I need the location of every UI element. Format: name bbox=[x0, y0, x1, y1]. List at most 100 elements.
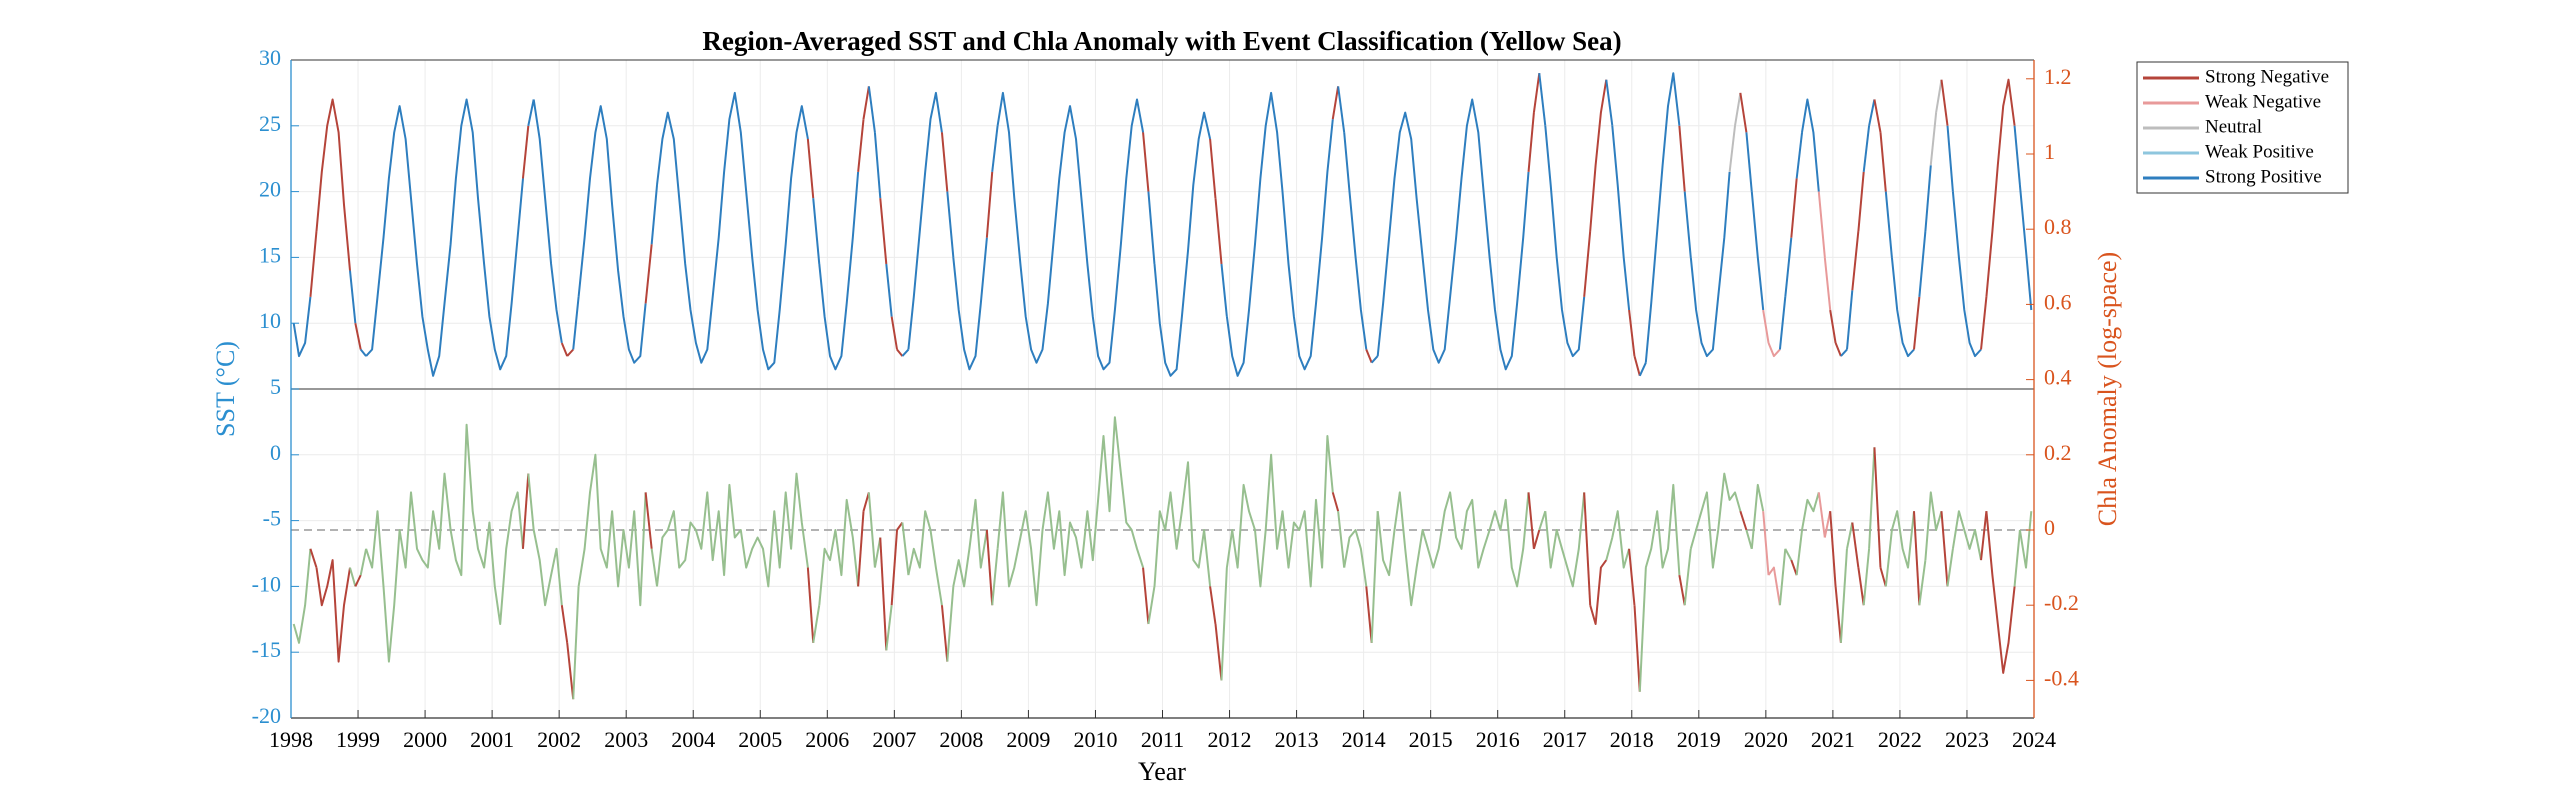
axes: 1998 1999 2000 2001 2002 2003 2004 2005 2006 2007… bbox=[252, 45, 2079, 752]
series-line bbox=[1376, 98, 1530, 371]
line-connector bbox=[1817, 191, 1826, 258]
x-tick-label: 2015 bbox=[1409, 727, 1453, 752]
series-line bbox=[1935, 79, 1943, 113]
x-tick-label: 2006 bbox=[805, 727, 849, 752]
line-connector bbox=[1817, 492, 1826, 538]
line-connector bbox=[1147, 586, 1156, 625]
series-line bbox=[818, 171, 860, 371]
series-line bbox=[1924, 165, 1932, 232]
series-line bbox=[1879, 132, 1887, 192]
line-connector bbox=[1209, 138, 1217, 199]
x-tick-label: 2016 bbox=[1476, 727, 1520, 752]
y-axis-label: SST (°C) bbox=[211, 341, 240, 437]
line-connector bbox=[1370, 355, 1379, 364]
line-connector bbox=[309, 548, 318, 568]
x-tick-label: 2014 bbox=[1342, 727, 1386, 752]
series-line bbox=[1611, 125, 1631, 311]
series-line bbox=[1801, 492, 1820, 531]
line-connector bbox=[1605, 537, 1614, 561]
series-line bbox=[292, 548, 312, 644]
series-line bbox=[1846, 290, 1854, 350]
line-connector bbox=[940, 605, 949, 662]
plot-area bbox=[292, 72, 2033, 700]
series-line bbox=[315, 98, 351, 271]
line-connector bbox=[1583, 492, 1592, 606]
series-line bbox=[1784, 237, 1793, 298]
series-line bbox=[896, 348, 904, 357]
line-connector bbox=[1913, 511, 1921, 606]
series-line bbox=[1985, 78, 2016, 297]
line-connector bbox=[1337, 86, 1346, 133]
line-connector bbox=[890, 529, 899, 606]
legend-label: Weak Positive bbox=[2205, 141, 2314, 162]
series-line bbox=[873, 537, 882, 568]
line-connector bbox=[991, 548, 999, 606]
y-tick-label: -5 bbox=[263, 506, 281, 531]
x-tick-label: 1999 bbox=[336, 727, 380, 752]
line-connector bbox=[1839, 548, 1848, 643]
line-connector bbox=[1913, 296, 1921, 350]
x-tick-label: 2008 bbox=[939, 727, 983, 752]
line-connector bbox=[1678, 574, 1686, 606]
line-connector bbox=[885, 263, 893, 317]
series-line bbox=[1767, 342, 1781, 358]
series-line bbox=[907, 91, 943, 350]
x-tick-label: 2023 bbox=[1945, 727, 1989, 752]
series-line bbox=[1225, 435, 1334, 588]
legend-label: Neutral bbox=[2205, 116, 2262, 137]
line-connector bbox=[1829, 511, 1837, 587]
line-connector bbox=[354, 323, 362, 350]
line-connector bbox=[890, 316, 899, 350]
x-tick-label: 2017 bbox=[1543, 727, 1587, 752]
line-connector bbox=[1209, 586, 1217, 625]
x-tick-label: 2009 bbox=[1006, 727, 1050, 752]
x-tick-label: 2012 bbox=[1208, 727, 1252, 752]
line-connector bbox=[1365, 349, 1373, 364]
line-connector bbox=[1142, 567, 1150, 625]
y2-tick-label: 0.4 bbox=[2044, 365, 2072, 390]
series-line bbox=[1823, 257, 1832, 311]
series-line bbox=[1611, 510, 1631, 569]
x-tick-label: 2010 bbox=[1073, 727, 1117, 752]
line-connector bbox=[879, 198, 888, 265]
x-tick-label: 2013 bbox=[1275, 727, 1319, 752]
line-connector bbox=[309, 230, 318, 297]
y-tick-label: 15 bbox=[259, 242, 281, 267]
series-line bbox=[1857, 171, 1865, 232]
x-tick-label: 2022 bbox=[1878, 727, 1922, 752]
line-connector bbox=[1884, 191, 1893, 258]
line-connector bbox=[1873, 447, 1882, 568]
series-line bbox=[907, 510, 943, 606]
line-connector bbox=[1331, 86, 1340, 120]
line-connector bbox=[1790, 178, 1798, 238]
line-connector bbox=[940, 132, 949, 192]
line-connector bbox=[1778, 296, 1787, 350]
series-line bbox=[1544, 492, 1586, 588]
x-tick-label: 2018 bbox=[1610, 727, 1654, 752]
series-line bbox=[532, 529, 563, 607]
x-tick-label: 2000 bbox=[403, 727, 447, 752]
series-line bbox=[1214, 198, 1223, 265]
line-connector bbox=[349, 567, 357, 587]
x-tick-label: 2002 bbox=[537, 727, 581, 752]
series-line bbox=[1985, 511, 2016, 674]
series-line bbox=[2018, 184, 2033, 311]
line-connector bbox=[1638, 567, 1647, 692]
series-line bbox=[1532, 73, 1541, 113]
line-connector bbox=[1527, 492, 1535, 549]
series-line bbox=[656, 91, 809, 371]
line-connector bbox=[521, 473, 530, 549]
line-connector bbox=[560, 342, 569, 357]
x-tick-label: 1998 bbox=[269, 727, 313, 752]
y2-tick-label: 0.2 bbox=[2044, 440, 2072, 465]
line-connector bbox=[1873, 99, 1882, 133]
line-connector bbox=[812, 198, 821, 265]
line-connector bbox=[1538, 510, 1547, 531]
line-connector bbox=[1678, 125, 1686, 192]
line-connector bbox=[1946, 125, 1954, 192]
series-line bbox=[1951, 191, 1982, 358]
y2-axis-label: Chla Anomaly (log-space) bbox=[2093, 252, 2122, 526]
series-line bbox=[952, 237, 988, 371]
line-connector bbox=[901, 348, 910, 357]
series-line bbox=[365, 98, 524, 377]
